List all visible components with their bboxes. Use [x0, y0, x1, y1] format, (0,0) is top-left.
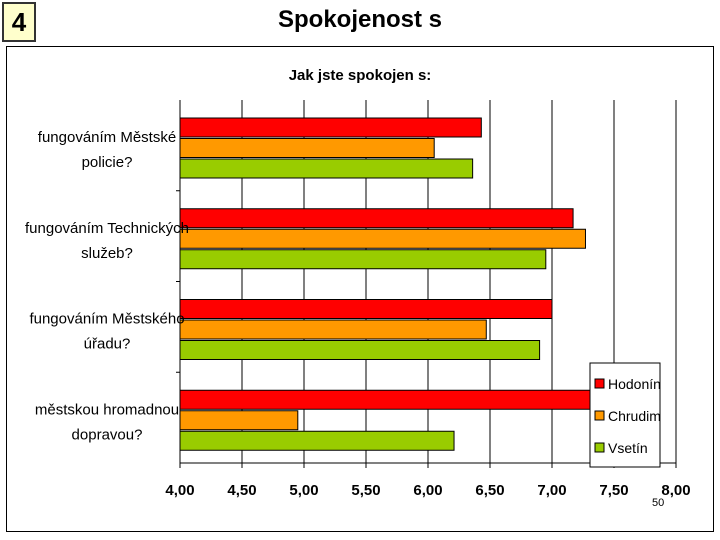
slide-number-badge: 4	[2, 2, 36, 42]
bar-Vsetín	[179, 340, 541, 360]
x-tick-label: 6,50	[475, 482, 504, 499]
category-label: městskou hromadnou	[35, 401, 179, 418]
x-tick-label: 4,50	[227, 482, 256, 499]
bar-Hodonín	[179, 389, 593, 410]
category-label: fungováním Městské	[38, 129, 176, 146]
category-label: fungováním Městského	[29, 311, 184, 328]
x-tick-label: 4,00	[165, 482, 194, 499]
legend-label: Vsetín	[608, 440, 648, 456]
chart-title: Jak jste spokojen s:	[289, 67, 432, 84]
category-label: dopravou?	[72, 426, 143, 443]
bar-Chrudim	[179, 410, 299, 431]
legend-swatch	[594, 378, 605, 389]
x-tick-label: 7,00	[537, 482, 566, 499]
legend-label: Hodonín	[608, 376, 661, 392]
bar-Hodonín	[179, 299, 553, 319]
legend-label: Chrudim	[608, 408, 661, 424]
chart-frame	[6, 46, 714, 532]
x-tick-label: 5,50	[351, 482, 380, 499]
category-label: služeb?	[81, 245, 133, 262]
bar-Chrudim	[179, 138, 435, 158]
page-number: 50	[652, 497, 665, 509]
legend-swatch	[594, 410, 605, 421]
bar-Vsetín	[179, 158, 474, 179]
bar-Hodonín	[179, 208, 574, 229]
x-tick-label: 7,50	[599, 482, 628, 499]
category-label: úřadu?	[84, 336, 131, 353]
bar-Chrudim	[179, 228, 586, 249]
x-tick-label: 6,00	[413, 482, 442, 499]
bar-Chrudim	[179, 319, 487, 340]
legend-swatch	[594, 442, 605, 453]
slide-title: Spokojenost s	[277, 6, 443, 33]
x-tick-label: 8,00	[661, 482, 690, 499]
bar-Vsetín	[179, 430, 455, 451]
bar-Vsetín	[179, 249, 547, 270]
bar-Hodonín	[179, 117, 482, 138]
category-label: policie?	[82, 154, 133, 171]
category-label: fungováním Technických	[25, 220, 189, 237]
x-tick-label: 5,00	[289, 482, 318, 499]
